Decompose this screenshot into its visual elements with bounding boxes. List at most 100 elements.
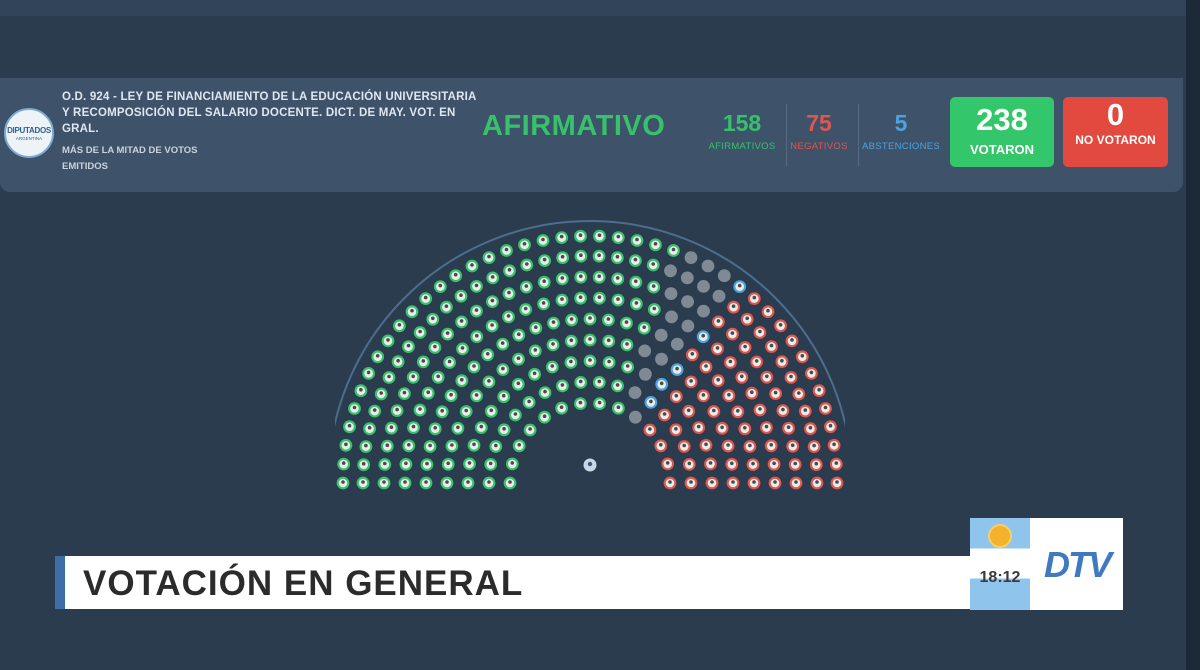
- seat-afirmativo: [512, 352, 525, 366]
- seat-afirmativo: [564, 334, 578, 348]
- channel-logo-box: DTV: [1030, 518, 1123, 610]
- seat-afirmativo: [470, 280, 483, 293]
- seat-abstencion: [655, 377, 669, 391]
- seat-afirmativo: [433, 280, 447, 293]
- seat-afirmativo: [602, 334, 616, 348]
- seat-negativo: [743, 440, 757, 453]
- seat-negativo: [699, 360, 713, 374]
- seat-afirmativo: [555, 293, 569, 307]
- seat-ausente: [681, 319, 695, 333]
- seat-afirmativo: [620, 338, 634, 352]
- seat-ausente: [670, 337, 684, 351]
- seat-afirmativo: [556, 251, 569, 265]
- seat-afirmativo: [593, 397, 606, 410]
- count-abstenciones-label: ABSTENCIONES: [861, 141, 941, 152]
- flag-clock: 18:12: [970, 518, 1030, 610]
- seat-afirmativo: [390, 404, 404, 417]
- seat-afirmativo: [393, 319, 406, 333]
- seat-negativo: [785, 334, 799, 348]
- seat-afirmativo: [502, 310, 515, 324]
- seat-afirmativo: [413, 403, 427, 417]
- seat-negativo: [725, 457, 739, 471]
- seat-afirmativo: [456, 342, 469, 356]
- seat-ausente: [638, 344, 652, 358]
- seat-negativo: [753, 403, 767, 417]
- seat-afirmativo: [486, 271, 500, 285]
- seat-afirmativo: [512, 439, 526, 453]
- seat-afirmativo: [538, 410, 551, 424]
- seat-afirmativo: [637, 321, 651, 335]
- votaron-value: 238: [976, 102, 1028, 137]
- seat-negativo: [705, 476, 719, 490]
- seat-negativo: [761, 305, 775, 319]
- seat-negativo: [726, 327, 739, 341]
- seat-negativo: [712, 315, 725, 329]
- seat-ausente: [654, 328, 668, 342]
- seat-ausente: [655, 352, 668, 366]
- seat-abstencion: [670, 363, 684, 376]
- seat-negativo: [677, 440, 691, 453]
- hemicycle-seat-chart: [335, 220, 845, 490]
- seat-abstencion: [733, 280, 747, 293]
- seat-afirmativo: [583, 333, 597, 347]
- majority-rule: MÁS DE LA MITAD DE VOTOS EMITIDOS: [62, 145, 198, 172]
- seat-negativo: [682, 458, 696, 471]
- seat-afirmativo: [574, 376, 588, 389]
- seat-negativo: [750, 355, 764, 369]
- seat-negativo: [692, 421, 706, 434]
- seat-negativo: [774, 319, 787, 333]
- seat-afirmativo: [484, 458, 498, 471]
- seat-negativo: [795, 350, 809, 364]
- seat-afirmativo: [440, 476, 454, 490]
- seat-afirmativo: [377, 476, 391, 490]
- seat-afirmativo: [391, 355, 405, 369]
- seat-negativo: [775, 355, 789, 369]
- seat-afirmativo: [368, 404, 382, 418]
- seat-afirmativo: [402, 439, 416, 453]
- seat-afirmativo: [467, 438, 481, 452]
- seat-afirmativo: [496, 363, 510, 376]
- screen-edge: [1186, 0, 1200, 670]
- seat-abstencion: [696, 330, 710, 344]
- seat-afirmativo: [399, 457, 413, 471]
- seat-afirmativo: [463, 457, 476, 471]
- seat-afirmativo: [593, 291, 606, 305]
- seat-negativo: [669, 423, 683, 437]
- seat-negativo: [658, 408, 671, 422]
- count-abstenciones: 5 ABSTENCIONES: [860, 108, 942, 152]
- seat-negativo: [682, 404, 696, 418]
- seat-afirmativo: [441, 457, 455, 471]
- seat-afirmativo: [649, 238, 662, 252]
- seat-afirmativo: [486, 295, 499, 308]
- seat-negativo: [746, 458, 760, 471]
- banner-title: VOTACIÓN EN GENERAL: [83, 564, 524, 603]
- seat-afirmativo: [621, 360, 635, 374]
- seat-ausente: [639, 367, 652, 381]
- seat-afirmativo: [611, 272, 625, 286]
- seat-afirmativo: [454, 289, 468, 303]
- seat-afirmativo: [421, 386, 435, 400]
- seat-afirmativo: [339, 438, 353, 452]
- seat-negativo: [661, 457, 675, 471]
- seat-afirmativo: [611, 379, 624, 393]
- seat-afirmativo: [440, 300, 453, 314]
- seat-afirmativo: [398, 476, 412, 490]
- seat-afirmativo: [356, 476, 370, 490]
- seat-ausente: [697, 304, 710, 318]
- seat-negativo: [769, 387, 782, 400]
- seat-afirmativo: [470, 330, 484, 344]
- seat-negativo: [724, 356, 737, 369]
- seat-afirmativo: [574, 249, 588, 263]
- seat-afirmativo: [443, 356, 456, 369]
- seat-negativo: [812, 384, 826, 398]
- seat-negativo: [685, 348, 699, 362]
- seat-afirmativo: [546, 338, 560, 352]
- seat-afirmativo: [529, 321, 543, 335]
- seat-afirmativo: [336, 476, 350, 490]
- seat-negativo: [711, 374, 725, 388]
- seat-ausente: [684, 251, 698, 264]
- seat-afirmativo: [485, 319, 499, 333]
- seat-abstencion: [644, 396, 658, 409]
- logo-text: DIPUTADOS: [7, 125, 51, 135]
- seat-afirmativo: [402, 340, 415, 353]
